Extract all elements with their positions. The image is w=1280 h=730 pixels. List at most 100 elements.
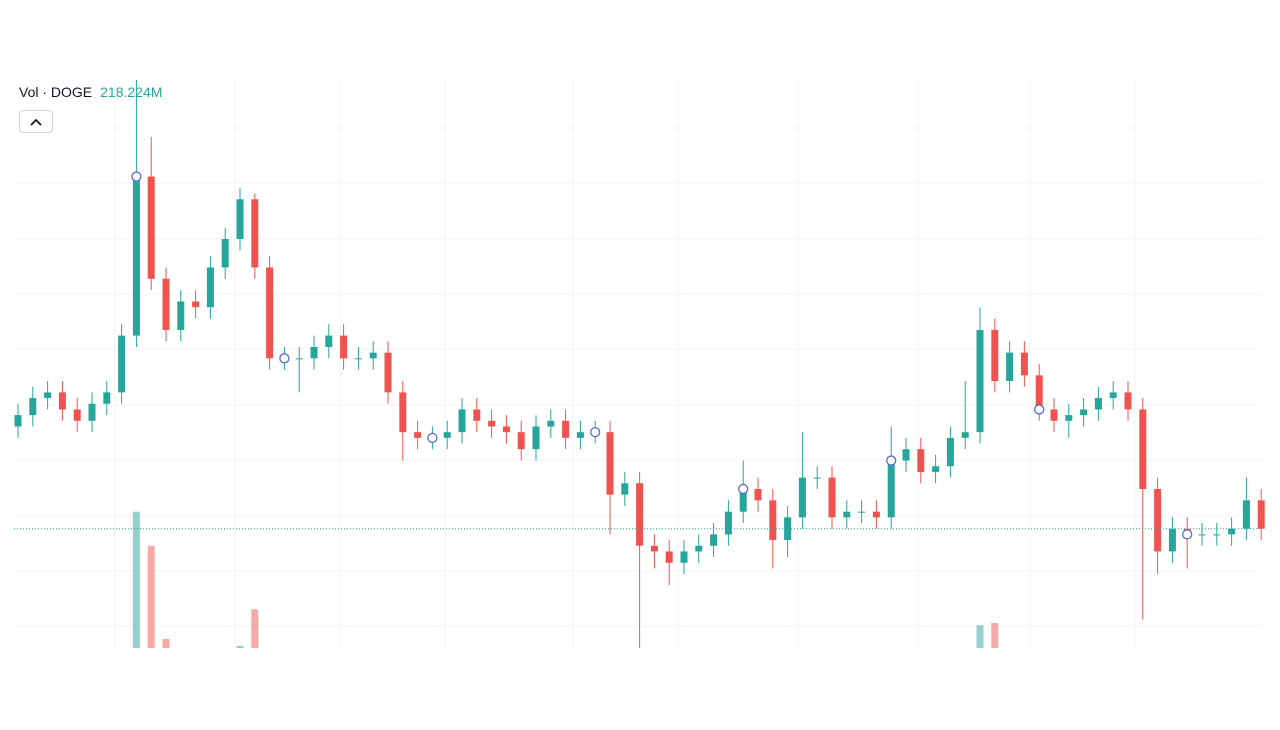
event-marker — [1034, 404, 1045, 415]
candle-body — [784, 517, 792, 541]
volume-bar — [132, 511, 140, 648]
indicator-name: Vol · DOGE — [19, 84, 93, 100]
candle-body — [162, 278, 170, 330]
candle-body — [576, 432, 584, 438]
candle-body — [221, 239, 229, 268]
candle-body — [192, 301, 200, 308]
candle-body — [1154, 488, 1162, 552]
candle-body — [606, 432, 614, 495]
candle-body — [769, 500, 777, 541]
candle-body — [902, 449, 910, 461]
candle-body — [414, 432, 422, 438]
candle-body — [828, 477, 836, 518]
volume-bar — [162, 638, 170, 648]
candle-body — [650, 545, 658, 552]
candle-body — [147, 176, 155, 279]
candle-body — [325, 335, 333, 347]
candle-body — [340, 335, 348, 359]
candle-body — [872, 511, 880, 518]
candle-body — [73, 409, 81, 421]
volume-bar — [976, 625, 984, 648]
candle-body — [710, 534, 718, 546]
candle-body — [1139, 409, 1147, 489]
chevron-icon — [30, 118, 42, 126]
candle-body — [1257, 500, 1265, 529]
candle-body — [1020, 352, 1028, 376]
candle-body — [739, 488, 747, 512]
candle-body — [58, 392, 66, 410]
event-marker — [886, 455, 897, 466]
collapse-button[interactable] — [19, 110, 53, 133]
candle-body — [917, 449, 925, 472]
candle-body — [1035, 375, 1043, 410]
candle-body — [946, 437, 954, 467]
candle-body — [1094, 398, 1102, 410]
candle-body — [754, 488, 762, 501]
candle-body — [843, 511, 851, 518]
candle-body — [384, 352, 392, 393]
event-marker — [427, 432, 438, 443]
volume-legend: Vol · DOGE 218.224M — [19, 84, 162, 100]
candle-body — [1006, 352, 1014, 382]
candle-body — [1050, 409, 1058, 421]
candle-body — [14, 415, 22, 427]
candle-body — [295, 358, 303, 360]
candle-body — [29, 398, 37, 416]
volume-bar — [236, 645, 244, 648]
candle-body — [991, 329, 999, 382]
candle-body — [1228, 528, 1236, 535]
candle-body — [103, 392, 111, 404]
indicator-value: 218.224M — [100, 84, 163, 100]
candle-body — [532, 426, 540, 450]
candle-body — [369, 352, 377, 359]
candle-body — [1080, 409, 1088, 416]
candle-body — [399, 392, 407, 433]
candle-body — [813, 477, 821, 479]
candle-body — [517, 432, 525, 450]
candle-body — [1109, 392, 1117, 399]
candle-body — [502, 426, 510, 433]
candle-body — [354, 358, 362, 360]
volume-bar — [991, 623, 999, 648]
event-marker — [131, 171, 142, 182]
candle-body — [1242, 500, 1250, 529]
candle-body — [443, 432, 451, 438]
candle-body — [562, 420, 570, 438]
candle-body — [695, 545, 703, 552]
candle-body — [798, 477, 806, 518]
candle-body — [310, 346, 318, 359]
grid — [14, 80, 1262, 648]
candle-body — [44, 392, 52, 399]
candle-body — [665, 551, 673, 563]
candle-body — [887, 460, 895, 518]
event-marker — [738, 483, 749, 495]
candle-body — [636, 483, 644, 546]
candle-body — [177, 301, 185, 330]
candle-body — [132, 176, 140, 336]
candle-body — [118, 335, 126, 393]
candle-body — [458, 409, 466, 433]
candle-body — [961, 432, 969, 438]
candle-body — [724, 511, 732, 535]
candle-body — [1198, 534, 1206, 536]
candle-body — [1065, 415, 1073, 421]
candle-body — [932, 466, 940, 472]
event-marker — [1182, 529, 1193, 540]
candle-body — [206, 267, 214, 308]
candle-body — [266, 267, 274, 359]
event-marker — [279, 353, 290, 364]
event-marker — [590, 427, 601, 438]
candle-body — [680, 551, 688, 563]
candle-body — [1168, 528, 1176, 552]
candle-body — [88, 403, 96, 421]
candle-body — [473, 409, 481, 421]
volume-bar — [251, 609, 259, 648]
candle-body — [976, 329, 984, 433]
candle-body — [858, 511, 866, 513]
volume-bar — [147, 545, 155, 648]
candle-body — [621, 483, 629, 495]
candle-body — [488, 420, 496, 427]
candle-body — [251, 199, 259, 268]
